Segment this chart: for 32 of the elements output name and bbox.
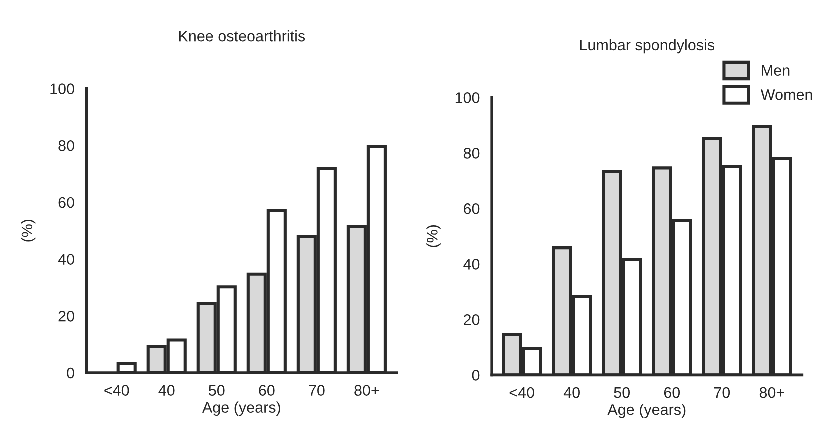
y-axis-title: (%) (21, 220, 36, 242)
x-tick-label: 40 (158, 385, 175, 396)
y-tick-label: 100 (50, 84, 74, 94)
x-tick-label: 80+ (354, 385, 380, 396)
x-tick-label: <40 (510, 387, 534, 398)
y-axis-title: (%) (426, 226, 441, 248)
y-tick-label: 60 (464, 204, 480, 214)
x-tick-label: 80+ (760, 387, 784, 398)
x-tick-label: 40 (564, 387, 580, 398)
x-tick-label: 50 (614, 387, 630, 398)
y-tick-label: 20 (58, 310, 74, 322)
chart-title: Knee osteoarthritis (179, 30, 306, 42)
y-tick-label: 100 (456, 92, 480, 104)
y-tick-label: 60 (58, 197, 74, 208)
y-tick-label: 20 (464, 314, 480, 326)
legend-label: Women (760, 90, 812, 100)
y-tick-label: 80 (464, 148, 480, 159)
y-tick-label: 40 (58, 254, 74, 265)
x-axis-title: Age (years) (608, 404, 686, 418)
y-tick-label: 40 (464, 259, 480, 270)
x-tick-label: 50 (209, 385, 225, 396)
x-tick-label: 60 (259, 385, 275, 396)
y-tick-label: 0 (472, 370, 480, 381)
x-tick-label: 60 (664, 387, 680, 398)
x-tick-label: <40 (104, 385, 130, 396)
y-tick-label: 0 (67, 368, 74, 379)
legend-label: Men (762, 65, 790, 76)
x-tick-label: 70 (309, 385, 325, 396)
chart-title: Lumbar spondylosis (580, 39, 715, 54)
x-tick-label: 70 (714, 387, 730, 398)
y-tick-label: 80 (58, 140, 74, 152)
x-axis-title: Age (years) (202, 402, 280, 416)
